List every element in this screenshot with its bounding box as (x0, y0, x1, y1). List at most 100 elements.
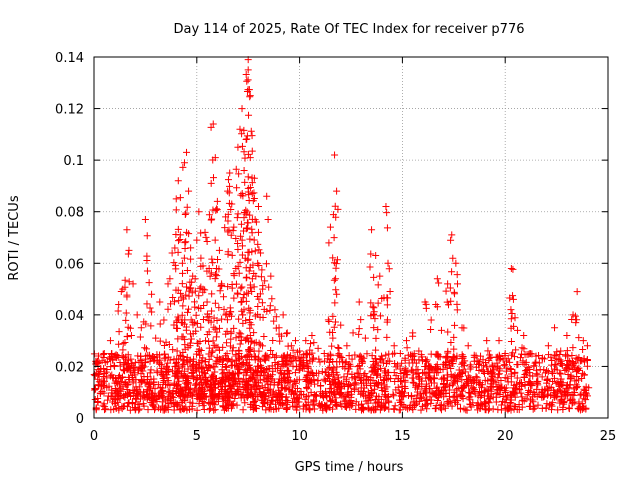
data-point (396, 350, 404, 358)
data-point (212, 333, 220, 341)
data-point (582, 396, 590, 404)
data-point (188, 372, 196, 380)
data-point (352, 379, 360, 387)
data-point (212, 384, 220, 392)
data-point (247, 344, 255, 352)
data-point (474, 360, 482, 368)
data-point (351, 386, 359, 394)
data-point (111, 385, 119, 393)
data-point (415, 375, 423, 383)
data-point (244, 150, 252, 158)
data-point (286, 376, 294, 384)
data-point (329, 334, 337, 342)
data-point (187, 244, 195, 252)
data-point (202, 233, 210, 241)
data-point (440, 393, 448, 401)
data-point (181, 335, 189, 343)
data-point (334, 205, 342, 213)
data-point (227, 312, 235, 320)
data-point (307, 340, 315, 348)
data-point (341, 402, 349, 410)
data-point (444, 328, 452, 336)
data-point (377, 312, 385, 320)
data-point (475, 366, 483, 374)
data-point (122, 353, 130, 361)
data-point (569, 399, 577, 407)
data-point (149, 353, 157, 361)
data-point (327, 398, 335, 406)
data-point (181, 316, 189, 324)
data-point (178, 280, 186, 288)
data-point (326, 223, 334, 231)
data-point (108, 371, 116, 379)
data-point (525, 402, 533, 410)
data-point (243, 380, 251, 388)
data-point (398, 359, 406, 367)
data-point (370, 311, 378, 319)
data-point (106, 337, 114, 345)
data-point (151, 385, 159, 393)
data-point (146, 304, 154, 312)
data-point (578, 375, 586, 383)
data-point (140, 392, 148, 400)
data-point (297, 391, 305, 399)
data-point (218, 387, 226, 395)
data-point (330, 234, 338, 242)
data-point (164, 393, 172, 401)
data-point (382, 203, 390, 211)
data-point (308, 331, 316, 339)
data-point (192, 327, 200, 335)
data-point (234, 290, 242, 298)
data-point (370, 273, 378, 281)
data-point (484, 406, 492, 414)
data-point (172, 206, 180, 214)
data-point (183, 148, 191, 156)
data-point (241, 399, 249, 407)
data-point (510, 353, 518, 361)
data-point (384, 259, 392, 267)
data-point (396, 365, 404, 373)
data-point (566, 381, 574, 389)
data-point (325, 239, 333, 247)
data-point (400, 389, 408, 397)
data-point (383, 376, 391, 384)
data-point (232, 235, 240, 243)
data-point (321, 368, 329, 376)
data-point (235, 347, 243, 355)
data-point (211, 236, 219, 244)
data-point (189, 392, 197, 400)
data-point (557, 347, 565, 355)
data-point (481, 400, 489, 408)
data-point (259, 399, 267, 407)
data-point (478, 366, 486, 374)
data-point (184, 308, 192, 316)
data-point (244, 289, 252, 297)
data-point (224, 228, 232, 236)
data-point (190, 360, 198, 368)
data-point (504, 378, 512, 386)
data-point (162, 380, 170, 388)
data-point (137, 324, 145, 332)
data-point (570, 391, 578, 399)
tick-marks (93, 56, 609, 419)
data-point (371, 385, 379, 393)
data-point (270, 317, 278, 325)
data-point (355, 325, 363, 333)
data-point (195, 292, 203, 300)
data-point (367, 382, 375, 390)
data-point (347, 393, 355, 401)
data-point (371, 399, 379, 407)
data-point (222, 330, 230, 338)
data-point (518, 344, 526, 352)
data-point (533, 378, 541, 386)
data-point (321, 357, 329, 365)
data-point (435, 387, 443, 395)
data-point (112, 404, 120, 412)
data-point (507, 372, 515, 380)
data-point (175, 377, 183, 385)
data-point (211, 299, 219, 307)
data-point (465, 389, 473, 397)
plot-frame (93, 56, 609, 419)
data-point (363, 350, 371, 358)
data-point (99, 382, 107, 390)
